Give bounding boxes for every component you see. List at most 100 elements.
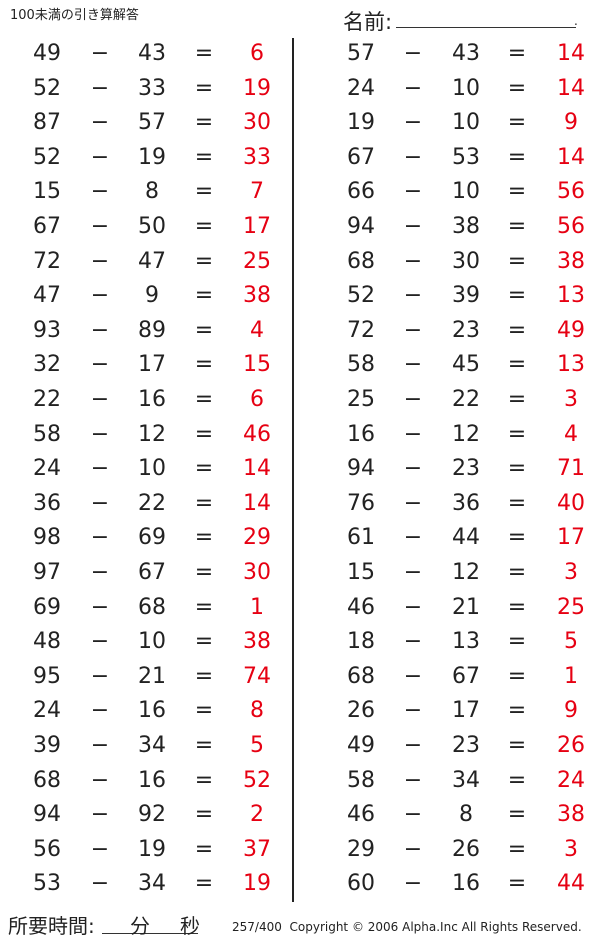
minus-sign: − xyxy=(403,179,423,205)
minuend: 68 xyxy=(347,248,375,274)
time-label: 所要時間: xyxy=(8,914,95,938)
equals-sign: = xyxy=(194,110,214,136)
subtrahend: 19 xyxy=(138,144,166,170)
equals-sign: = xyxy=(194,421,214,447)
minuend: 24 xyxy=(33,456,61,482)
answer: 1 xyxy=(564,663,578,689)
minus-sign: − xyxy=(403,629,423,655)
subtrahend: 45 xyxy=(452,352,480,378)
answer: 8 xyxy=(250,698,264,724)
minuend: 49 xyxy=(33,41,61,66)
subtrahend: 36 xyxy=(452,490,480,516)
answer: 14 xyxy=(243,490,271,516)
page-number: 257/400 xyxy=(232,920,282,934)
minus-sign: − xyxy=(90,421,110,447)
seconds-unit: 秒 xyxy=(180,914,200,938)
minuend: 57 xyxy=(347,41,375,66)
equals-sign: = xyxy=(194,179,214,205)
subtrahend: 16 xyxy=(138,387,166,412)
equals-sign: = xyxy=(194,594,214,620)
minuend: 68 xyxy=(33,767,61,793)
minuend: 29 xyxy=(347,836,375,862)
equals-sign: = xyxy=(194,698,214,724)
subtrahend: 53 xyxy=(452,144,480,170)
subtrahend: 12 xyxy=(452,421,480,447)
minuend: 47 xyxy=(33,283,61,309)
minuend: 26 xyxy=(347,698,375,724)
subtrahend: 57 xyxy=(138,110,166,136)
answer: 40 xyxy=(557,490,585,516)
equals-sign: = xyxy=(507,110,527,136)
minuend: 97 xyxy=(33,560,61,585)
subtrahend: 17 xyxy=(138,352,166,378)
minus-sign: − xyxy=(90,560,110,585)
equals-sign: = xyxy=(507,387,527,412)
subtrahend: 26 xyxy=(452,836,480,862)
answer: 1 xyxy=(250,594,264,620)
answer: 71 xyxy=(557,456,585,482)
subtrahend: 16 xyxy=(138,767,166,793)
answer: 14 xyxy=(557,144,585,170)
answer: 24 xyxy=(557,767,585,793)
minuend: 58 xyxy=(347,767,375,793)
answer: 3 xyxy=(564,836,578,862)
equals-sign: = xyxy=(194,248,214,274)
minus-sign: − xyxy=(403,767,423,793)
equals-sign: = xyxy=(194,767,214,793)
answer: 74 xyxy=(243,663,271,689)
copyright: Copyright © 2006 Alpha.Inc All Rights Re… xyxy=(289,920,582,934)
minuend: 67 xyxy=(33,214,61,239)
answer: 7 xyxy=(250,179,264,205)
equals-sign: = xyxy=(507,629,527,655)
equals-sign: = xyxy=(194,352,214,378)
minus-sign: − xyxy=(403,456,423,482)
subtrahend: 39 xyxy=(452,283,480,309)
answer: 14 xyxy=(557,41,585,66)
equals-sign: = xyxy=(507,490,527,516)
minus-sign: − xyxy=(403,352,423,378)
equals-sign: = xyxy=(507,802,527,828)
minus-sign: − xyxy=(403,283,423,309)
equals-sign: = xyxy=(507,663,527,689)
minus-sign: − xyxy=(90,490,110,516)
minuend: 46 xyxy=(347,802,375,828)
minus-sign: − xyxy=(403,871,423,897)
minuend: 22 xyxy=(33,387,61,412)
subtrahend: 12 xyxy=(452,560,480,585)
minus-sign: − xyxy=(403,248,423,274)
minus-sign: − xyxy=(90,663,110,689)
minuend: 67 xyxy=(347,144,375,170)
subtrahend: 10 xyxy=(138,456,166,482)
equals-sign: = xyxy=(507,698,527,724)
answer: 56 xyxy=(557,214,585,239)
equals-sign: = xyxy=(507,283,527,309)
answer: 5 xyxy=(564,629,578,655)
minus-sign: − xyxy=(90,248,110,274)
minuend: 15 xyxy=(347,560,375,585)
minuend: 61 xyxy=(347,525,375,551)
minuend: 19 xyxy=(347,110,375,136)
minus-sign: − xyxy=(90,179,110,205)
subtrahend: 33 xyxy=(138,75,166,101)
subtrahend: 30 xyxy=(452,248,480,274)
answer: 44 xyxy=(557,871,585,897)
subtrahend: 69 xyxy=(138,525,166,551)
answer: 13 xyxy=(557,352,585,378)
equals-sign: = xyxy=(507,767,527,793)
subtrahend: 10 xyxy=(452,179,480,205)
minus-sign: − xyxy=(403,594,423,620)
answer: 4 xyxy=(250,317,264,343)
subtrahend: 34 xyxy=(138,733,166,758)
minuend: 68 xyxy=(347,663,375,689)
subtrahend: 44 xyxy=(452,525,480,551)
minuend: 66 xyxy=(347,179,375,205)
minus-sign: − xyxy=(403,698,423,724)
minus-sign: − xyxy=(90,110,110,136)
time-line xyxy=(102,933,198,934)
answer: 29 xyxy=(243,525,271,551)
minuend: 46 xyxy=(347,594,375,620)
minuend: 25 xyxy=(347,387,375,412)
minuend: 24 xyxy=(347,75,375,101)
minus-sign: − xyxy=(403,490,423,516)
equals-sign: = xyxy=(507,214,527,239)
